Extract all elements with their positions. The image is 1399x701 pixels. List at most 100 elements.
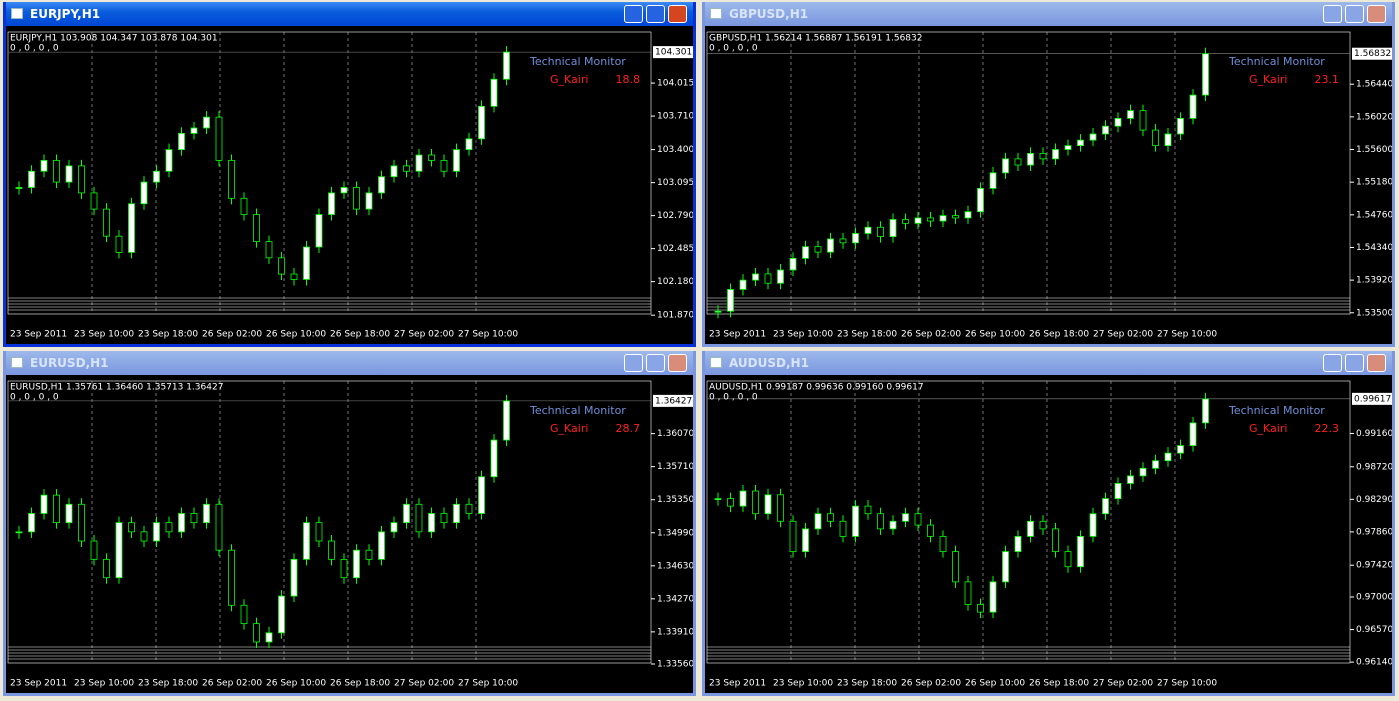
price-label: 1.53500 — [1356, 308, 1392, 318]
candle — [290, 273, 298, 280]
price-label: 1.34270 — [657, 594, 693, 604]
candle — [1114, 118, 1122, 127]
time-label: 26 Sep 02:00 — [202, 330, 262, 340]
price-label: 0.98720 — [1356, 462, 1392, 472]
indicator-values: 0 , 0 , 0 , 0 — [10, 44, 59, 54]
candle — [78, 503, 85, 542]
candle — [103, 558, 110, 579]
candle — [465, 503, 473, 514]
price-label: 104.015 — [657, 79, 693, 89]
candle — [1089, 133, 1097, 141]
close-button[interactable] — [1367, 354, 1386, 372]
maximize-button[interactable] — [646, 5, 665, 23]
candle — [714, 498, 722, 500]
candle — [253, 623, 260, 643]
candle — [153, 170, 160, 183]
minimize-button[interactable] — [624, 5, 643, 23]
candle — [403, 165, 410, 172]
maximize-button[interactable] — [1345, 5, 1364, 23]
candle — [889, 520, 897, 530]
candle — [1089, 513, 1097, 537]
candle — [802, 528, 809, 552]
minimize-button[interactable] — [624, 354, 643, 372]
time-label: 23 Sep 2011 — [10, 679, 67, 689]
candle — [465, 138, 473, 151]
window-icon — [11, 357, 23, 368]
candle — [1139, 467, 1147, 477]
time-label: 26 Sep 02:00 — [901, 330, 961, 340]
close-button[interactable] — [668, 354, 687, 372]
indicator-values: 0 , 0 , 0 , 0 — [709, 393, 758, 403]
candle — [802, 246, 809, 259]
price-label: 1.34630 — [657, 561, 693, 571]
price-label: 1.54340 — [1356, 243, 1392, 253]
time-label: 27 Sep 02:00 — [394, 330, 454, 340]
time-label: 27 Sep 10:00 — [1157, 679, 1217, 689]
time-label: 27 Sep 10:00 — [1157, 330, 1217, 340]
time-label: 26 Sep 10:00 — [965, 679, 1025, 689]
time-label: 26 Sep 02:00 — [202, 679, 262, 689]
window-icon — [710, 357, 722, 368]
candle — [1127, 475, 1134, 484]
candle — [1202, 398, 1209, 424]
price-label: 0.97860 — [1356, 527, 1392, 537]
symbol-info: EURUSD,H1 1.35761 1.36460 1.35713 1.3642… — [10, 383, 223, 393]
candle — [390, 165, 398, 178]
maximize-button[interactable] — [646, 354, 665, 372]
time-label: 23 Sep 2011 — [10, 330, 67, 340]
candle — [378, 531, 385, 560]
candle — [65, 165, 73, 183]
candle — [140, 531, 148, 542]
candle — [215, 116, 223, 161]
candle — [939, 536, 947, 552]
time-label: 23 Sep 18:00 — [138, 679, 198, 689]
candle — [165, 149, 173, 172]
candle — [240, 604, 248, 625]
candle — [103, 208, 110, 237]
close-button[interactable] — [668, 5, 687, 23]
minimize-button[interactable] — [1323, 354, 1342, 372]
maximize-button[interactable] — [1345, 354, 1364, 372]
price-label: 1.35350 — [657, 495, 693, 505]
candle — [128, 203, 135, 253]
price-label: 101.870 — [657, 311, 693, 321]
candle — [478, 476, 485, 514]
candle — [1114, 483, 1122, 499]
price-label: 102.790 — [657, 211, 693, 221]
price-label: 1.35710 — [657, 462, 693, 472]
candle — [315, 522, 323, 542]
price-label: 103.400 — [657, 145, 693, 155]
candle — [889, 219, 897, 237]
candle — [1064, 145, 1072, 150]
time-label: 23 Sep 2011 — [709, 679, 766, 689]
time-label: 27 Sep 02:00 — [394, 679, 454, 689]
candle — [153, 522, 160, 542]
candle — [1039, 152, 1047, 160]
candle — [739, 279, 747, 290]
current-price-box — [1352, 47, 1392, 60]
title-bar: GBPUSD,H1 — [705, 2, 1392, 26]
kairi-label: G_Kairi — [550, 73, 588, 86]
candle — [902, 513, 909, 522]
candle — [1102, 498, 1109, 515]
candle — [303, 522, 310, 560]
candle — [453, 503, 460, 524]
time-label: 23 Sep 10:00 — [74, 330, 134, 340]
title-bar: EURJPY,H1 — [6, 2, 693, 26]
candle — [40, 494, 48, 514]
close-button[interactable] — [1367, 5, 1386, 23]
minimize-button[interactable] — [1323, 5, 1342, 23]
candle — [727, 289, 734, 312]
candle — [78, 165, 85, 194]
candle — [53, 160, 60, 183]
candle — [927, 524, 934, 537]
candle — [90, 192, 98, 210]
plot-frame — [706, 31, 1351, 315]
candle — [1102, 125, 1109, 135]
candle — [989, 581, 997, 613]
candle — [490, 439, 498, 478]
candle — [190, 513, 198, 524]
candle — [989, 172, 997, 189]
candle — [328, 192, 335, 215]
time-label: 23 Sep 10:00 — [773, 679, 833, 689]
